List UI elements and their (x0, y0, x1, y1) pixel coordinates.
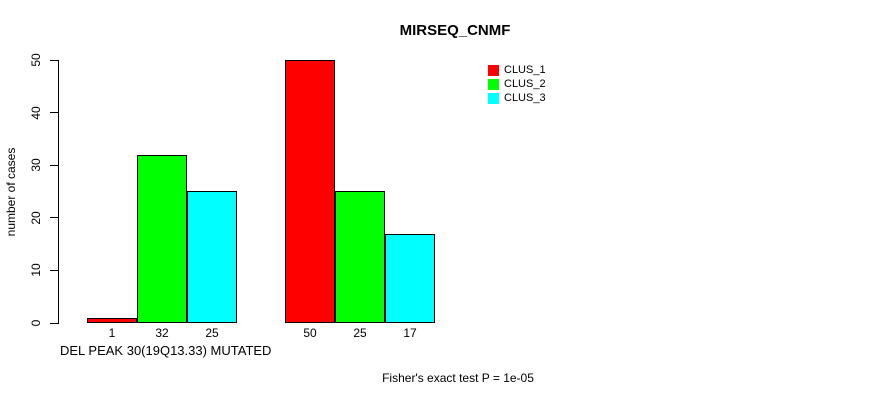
annotation-text: Fisher's exact test P = 1e-05 (382, 371, 534, 385)
y-tick-mark (50, 59, 58, 61)
legend-swatch-clus_3 (488, 92, 499, 104)
legend-row-clus_2: CLUS_2 (488, 77, 546, 91)
y-tick-label: 50 (29, 53, 43, 67)
bar-clus_3-group2 (385, 234, 435, 323)
legend-label: CLUS_2 (504, 78, 546, 90)
y-tick-label: 0 (29, 319, 43, 327)
legend-label: CLUS_1 (504, 64, 546, 76)
bar-clus_2-group2 (335, 191, 385, 323)
y-tick-mark (50, 322, 58, 324)
bar-clus_1-group1 (87, 318, 137, 323)
y-tick-label: 10 (29, 263, 43, 278)
y-tick-mark (50, 217, 58, 219)
legend-row-clus_3: CLUS_3 (488, 91, 546, 105)
bar-value-label: 50 (303, 326, 317, 340)
legend-swatch-clus_2 (488, 78, 499, 90)
bar-value-label: 32 (155, 326, 169, 340)
bar-value-label: 17 (403, 326, 417, 340)
bar-clus_2-group1 (137, 155, 187, 323)
y-tick-label: 30 (29, 158, 43, 172)
legend-row-clus_1: CLUS_1 (488, 63, 546, 77)
bar-clus_3-group1 (187, 191, 237, 323)
bar-value-label: 1 (108, 326, 116, 340)
y-tick-label: 20 (29, 211, 43, 225)
x-axis-label: DEL PEAK 30(19Q13.33) MUTATED (60, 343, 272, 358)
chart-title: MIRSEQ_CNMF (399, 22, 511, 39)
bar-value-label: 25 (205, 326, 219, 340)
y-tick-mark (50, 112, 58, 114)
y-tick-label: 40 (29, 105, 43, 120)
bar-clus_1-group2 (285, 60, 335, 323)
y-axis-label: number of cases (4, 147, 18, 237)
legend-swatch-clus_1 (488, 64, 499, 76)
legend-label: CLUS_3 (504, 92, 546, 104)
bar-value-label: 25 (353, 326, 367, 340)
y-axis-line (58, 60, 59, 324)
y-tick-mark (50, 269, 58, 271)
legend: CLUS_1 CLUS_2 CLUS_3 (488, 63, 546, 105)
y-tick-mark (50, 164, 58, 166)
